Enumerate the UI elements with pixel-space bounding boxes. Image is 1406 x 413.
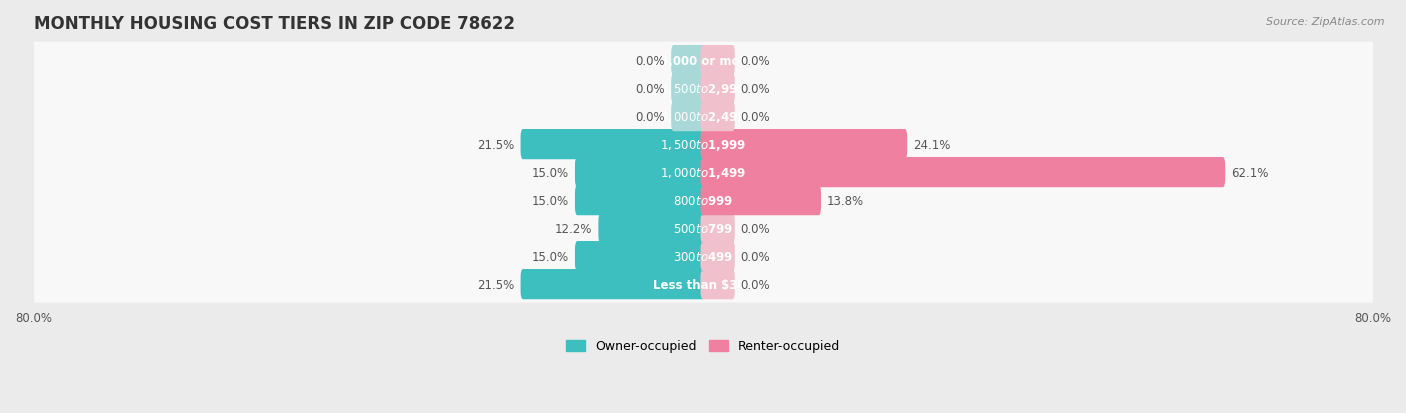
Text: $800 to $999: $800 to $999: [673, 194, 733, 207]
Text: 0.0%: 0.0%: [741, 222, 770, 235]
FancyBboxPatch shape: [31, 182, 1375, 219]
Text: 0.0%: 0.0%: [636, 110, 665, 123]
FancyBboxPatch shape: [31, 154, 1375, 191]
FancyBboxPatch shape: [700, 46, 735, 76]
Legend: Owner-occupied, Renter-occupied: Owner-occupied, Renter-occupied: [561, 335, 845, 358]
Text: $300 to $499: $300 to $499: [673, 250, 733, 263]
FancyBboxPatch shape: [700, 242, 735, 272]
Text: $3,000 or more: $3,000 or more: [652, 55, 754, 67]
Text: Less than $300: Less than $300: [652, 278, 754, 291]
Text: 13.8%: 13.8%: [827, 194, 863, 207]
Text: 12.2%: 12.2%: [555, 222, 592, 235]
Text: 0.0%: 0.0%: [741, 278, 770, 291]
FancyBboxPatch shape: [700, 158, 1225, 188]
Text: $2,000 to $2,499: $2,000 to $2,499: [659, 109, 747, 124]
Text: 62.1%: 62.1%: [1232, 166, 1268, 179]
FancyBboxPatch shape: [31, 266, 1375, 303]
Text: 0.0%: 0.0%: [741, 83, 770, 95]
FancyBboxPatch shape: [700, 185, 821, 216]
FancyBboxPatch shape: [700, 269, 735, 299]
Text: 21.5%: 21.5%: [478, 278, 515, 291]
Text: MONTHLY HOUSING COST TIERS IN ZIP CODE 78622: MONTHLY HOUSING COST TIERS IN ZIP CODE 7…: [34, 15, 515, 33]
FancyBboxPatch shape: [31, 238, 1375, 275]
Text: 0.0%: 0.0%: [741, 110, 770, 123]
FancyBboxPatch shape: [700, 102, 735, 132]
FancyBboxPatch shape: [575, 185, 706, 216]
FancyBboxPatch shape: [520, 269, 706, 299]
Text: 24.1%: 24.1%: [912, 138, 950, 151]
FancyBboxPatch shape: [700, 214, 735, 244]
Text: 0.0%: 0.0%: [636, 55, 665, 67]
Text: $500 to $799: $500 to $799: [673, 222, 733, 235]
FancyBboxPatch shape: [575, 158, 706, 188]
FancyBboxPatch shape: [31, 210, 1375, 247]
Text: 0.0%: 0.0%: [741, 250, 770, 263]
Text: 21.5%: 21.5%: [478, 138, 515, 151]
Text: 0.0%: 0.0%: [636, 83, 665, 95]
Text: 0.0%: 0.0%: [741, 55, 770, 67]
Text: 15.0%: 15.0%: [531, 250, 569, 263]
FancyBboxPatch shape: [599, 214, 706, 244]
FancyBboxPatch shape: [31, 71, 1375, 107]
FancyBboxPatch shape: [575, 242, 706, 272]
FancyBboxPatch shape: [31, 126, 1375, 163]
FancyBboxPatch shape: [700, 130, 907, 160]
FancyBboxPatch shape: [31, 43, 1375, 79]
FancyBboxPatch shape: [671, 102, 706, 132]
Text: $2,500 to $2,999: $2,500 to $2,999: [659, 81, 747, 96]
FancyBboxPatch shape: [671, 46, 706, 76]
FancyBboxPatch shape: [520, 130, 706, 160]
FancyBboxPatch shape: [700, 74, 735, 104]
FancyBboxPatch shape: [671, 74, 706, 104]
Text: $1,500 to $1,999: $1,500 to $1,999: [659, 137, 747, 152]
Text: $1,000 to $1,499: $1,000 to $1,499: [659, 165, 747, 180]
FancyBboxPatch shape: [31, 98, 1375, 135]
Text: 15.0%: 15.0%: [531, 194, 569, 207]
Text: 15.0%: 15.0%: [531, 166, 569, 179]
Text: Source: ZipAtlas.com: Source: ZipAtlas.com: [1267, 17, 1385, 26]
